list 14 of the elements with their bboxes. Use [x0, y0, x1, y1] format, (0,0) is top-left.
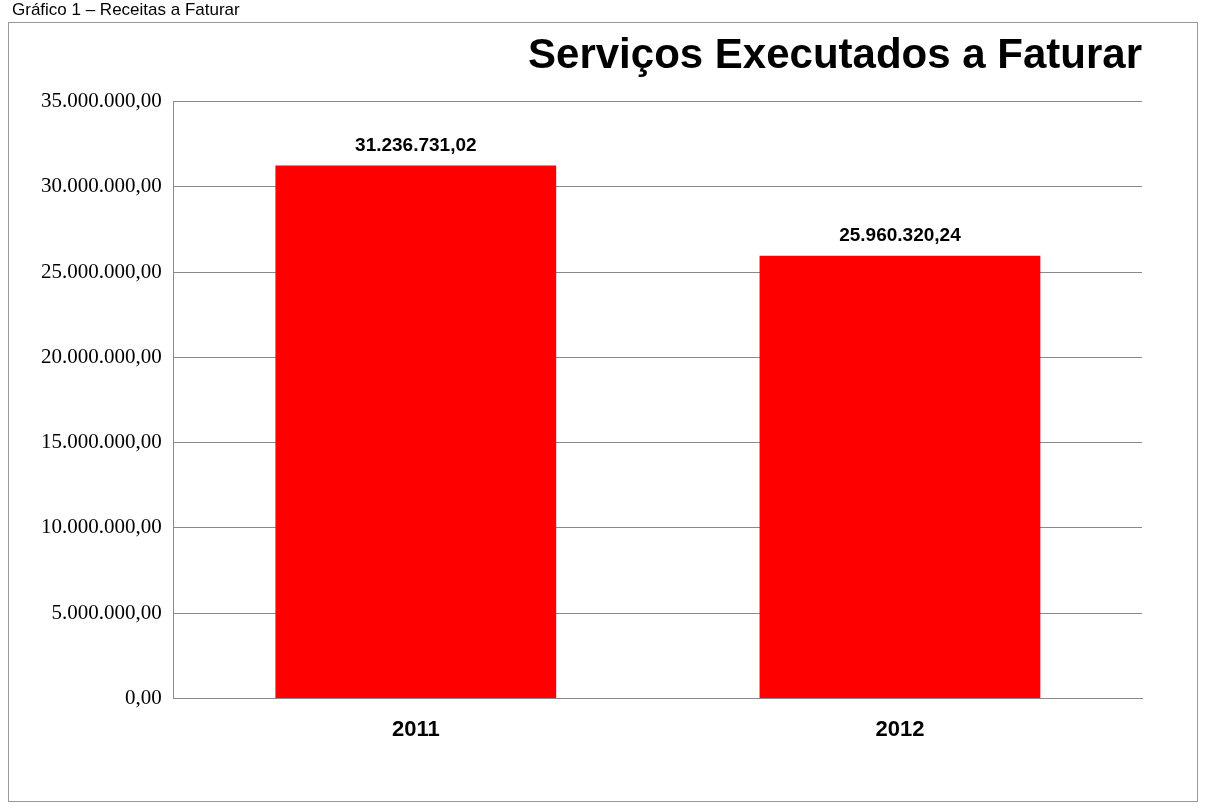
y-tick-label: 5.000.000,00	[51, 599, 162, 624]
x-tick-label: 2012	[875, 715, 925, 741]
chart-title: Serviços Executados a Faturar	[528, 29, 1142, 77]
y-tick-label: 15.000.000,00	[41, 429, 162, 454]
y-tick-label: 25.000.000,00	[41, 258, 162, 283]
x-tick-label: 2011	[391, 715, 440, 741]
data-label: 25.960.320,24	[839, 224, 962, 246]
data-label: 31.236.731,02	[355, 134, 477, 156]
y-tick-label: 10.000.000,00	[41, 514, 162, 539]
text: Gráfico 1 – Receitas a Faturar	[12, 0, 240, 20]
y-tick-label: 35.000.000,00	[41, 87, 162, 112]
y-tick-label: 20.000.000,00	[41, 343, 162, 368]
y-tick-label: 30.000.000,00	[41, 173, 162, 198]
y-tick-label: 0,00	[125, 685, 162, 710]
